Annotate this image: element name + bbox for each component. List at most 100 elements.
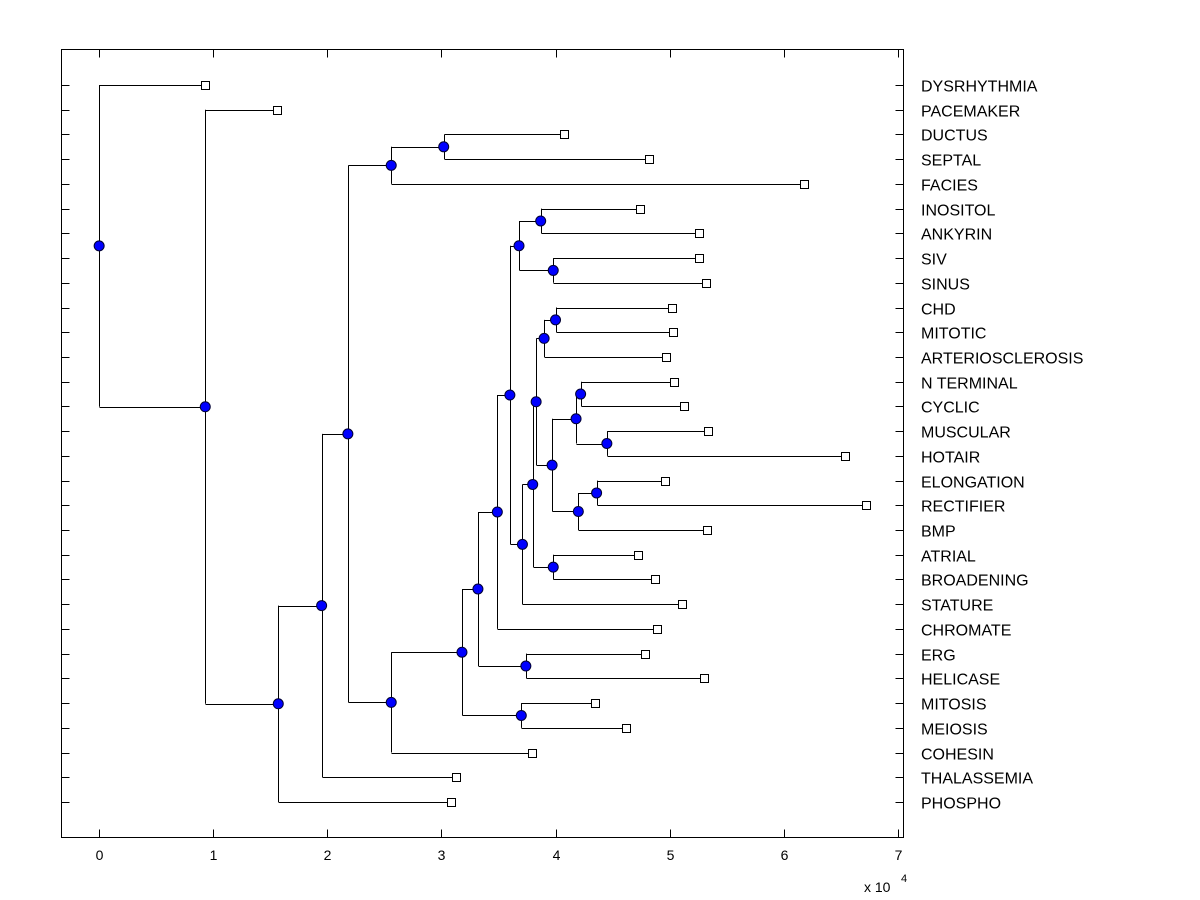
leaf-node-marker xyxy=(680,402,689,411)
leaf-label: INOSITOL xyxy=(921,203,995,220)
leaf-node-marker xyxy=(636,205,645,214)
leaf-node-marker xyxy=(700,674,709,683)
x-tick-label: 6 xyxy=(781,847,789,863)
leaf-node-marker xyxy=(678,600,687,609)
leaf-label: ATRIAL xyxy=(921,549,976,566)
leaf-node-marker xyxy=(703,526,712,535)
leaf-label: BROADENING xyxy=(921,573,1029,590)
leaf-node-marker xyxy=(528,749,537,758)
leaf-node-marker xyxy=(634,551,643,560)
internal-node-marker xyxy=(472,583,484,595)
internal-node-marker xyxy=(591,487,603,499)
leaf-node-marker xyxy=(651,575,660,584)
internal-node-marker xyxy=(513,240,525,252)
x-tick-label: 7 xyxy=(895,847,903,863)
leaf-label: STATURE xyxy=(921,598,993,615)
axes-box xyxy=(61,49,904,838)
leaf-node-marker xyxy=(695,254,704,263)
x-ticks: 0 1 2 3 4 5 6 7 xyxy=(96,49,903,863)
y-ticks xyxy=(61,85,904,803)
leaf-node-marker xyxy=(645,155,654,164)
leaf-node-marker xyxy=(800,180,809,189)
internal-node-marker xyxy=(575,388,587,400)
leaf-node-marker xyxy=(668,304,677,313)
leaf-label: COHESIN xyxy=(921,747,994,764)
leaf-label: HELICASE xyxy=(921,672,1000,689)
x-multiplier-label: x 10 xyxy=(864,879,891,895)
leaf-label: PACEMAKER xyxy=(921,104,1020,121)
leaf-node-marker xyxy=(273,106,282,115)
leaf-node-marker xyxy=(670,378,679,387)
node-markers xyxy=(93,81,871,807)
internal-node-marker xyxy=(272,698,284,710)
leaf-label: SINUS xyxy=(921,277,970,294)
internal-node-marker xyxy=(516,538,528,550)
internal-node-marker xyxy=(385,159,397,171)
internal-node-marker xyxy=(491,506,503,518)
internal-node-marker xyxy=(456,646,468,658)
leaf-label: MITOSIS xyxy=(921,697,987,714)
leaf-label: HOTAIR xyxy=(921,450,980,467)
leaf-node-marker xyxy=(641,650,650,659)
x-tick-label: 5 xyxy=(667,847,675,863)
leaf-node-marker xyxy=(862,501,871,510)
leaf-label: CHROMATE xyxy=(921,623,1011,640)
leaf-label: DYSRHYTHMIA xyxy=(921,79,1038,96)
leaf-labels: DYSRHYTHMIA PACEMAKER DUCTUS SEPTAL FACIES IN… xyxy=(921,79,1083,813)
leaf-label: ARTERIOSCLEROSIS xyxy=(921,351,1083,368)
internal-node-marker xyxy=(550,314,562,326)
internal-node-marker xyxy=(570,413,582,425)
leaf-label: BMP xyxy=(921,524,956,541)
internal-node-marker xyxy=(546,459,558,471)
internal-node-marker xyxy=(93,240,105,252)
leaf-label: DUCTUS xyxy=(921,128,988,145)
leaf-label: PHOSPHO xyxy=(921,796,1001,813)
leaf-label: MEIOSIS xyxy=(921,722,988,739)
leaf-label: THALASSEMIA xyxy=(921,771,1033,788)
internal-node-marker xyxy=(530,396,542,408)
leaf-node-marker xyxy=(702,279,711,288)
internal-node-marker xyxy=(538,332,550,344)
internal-node-marker xyxy=(547,561,559,573)
x-tick-label: 3 xyxy=(438,847,446,863)
x-multiplier-exponent: 4 xyxy=(901,873,907,885)
internal-node-marker xyxy=(504,389,516,401)
internal-node-marker xyxy=(520,660,532,672)
leaf-label: CHD xyxy=(921,302,956,319)
leaf-label: RECTIFIER xyxy=(921,499,1005,516)
leaf-label: ELONGATION xyxy=(921,475,1025,492)
leaf-node-marker xyxy=(653,625,662,634)
internal-node-marker xyxy=(438,141,450,153)
internal-node-marker xyxy=(316,600,328,612)
internal-node-marker xyxy=(199,401,211,413)
leaf-node-marker xyxy=(452,773,461,782)
x-tick-label: 4 xyxy=(553,847,561,863)
leaf-node-marker xyxy=(622,724,631,733)
leaf-node-marker xyxy=(201,81,210,90)
internal-node-marker xyxy=(385,696,397,708)
leaf-label: CYCLIC xyxy=(921,400,980,417)
leaf-node-marker xyxy=(704,427,713,436)
leaf-node-marker xyxy=(591,699,600,708)
internal-node-marker xyxy=(342,428,354,440)
leaf-label: ANKYRIN xyxy=(921,227,992,244)
internal-node-marker xyxy=(572,505,584,517)
leaf-label: SEPTAL xyxy=(921,153,981,170)
internal-node-marker xyxy=(547,264,559,276)
internal-node-marker xyxy=(515,709,527,721)
leaf-node-marker xyxy=(841,452,850,461)
leaf-label: ERG xyxy=(921,648,956,665)
internal-node-marker xyxy=(535,215,547,227)
x-tick-label: 2 xyxy=(324,847,332,863)
internal-node-marker xyxy=(527,478,539,490)
leaf-node-marker xyxy=(662,353,671,362)
leaf-label: MITOTIC xyxy=(921,326,986,343)
leaf-node-marker xyxy=(661,477,670,486)
leaf-node-marker xyxy=(695,229,704,238)
leaf-node-marker xyxy=(669,328,678,337)
leaf-label: N TERMINAL xyxy=(921,376,1018,393)
leaf-node-marker xyxy=(447,798,456,807)
internal-node-marker xyxy=(601,438,613,449)
leaf-label: MUSCULAR xyxy=(921,425,1011,442)
